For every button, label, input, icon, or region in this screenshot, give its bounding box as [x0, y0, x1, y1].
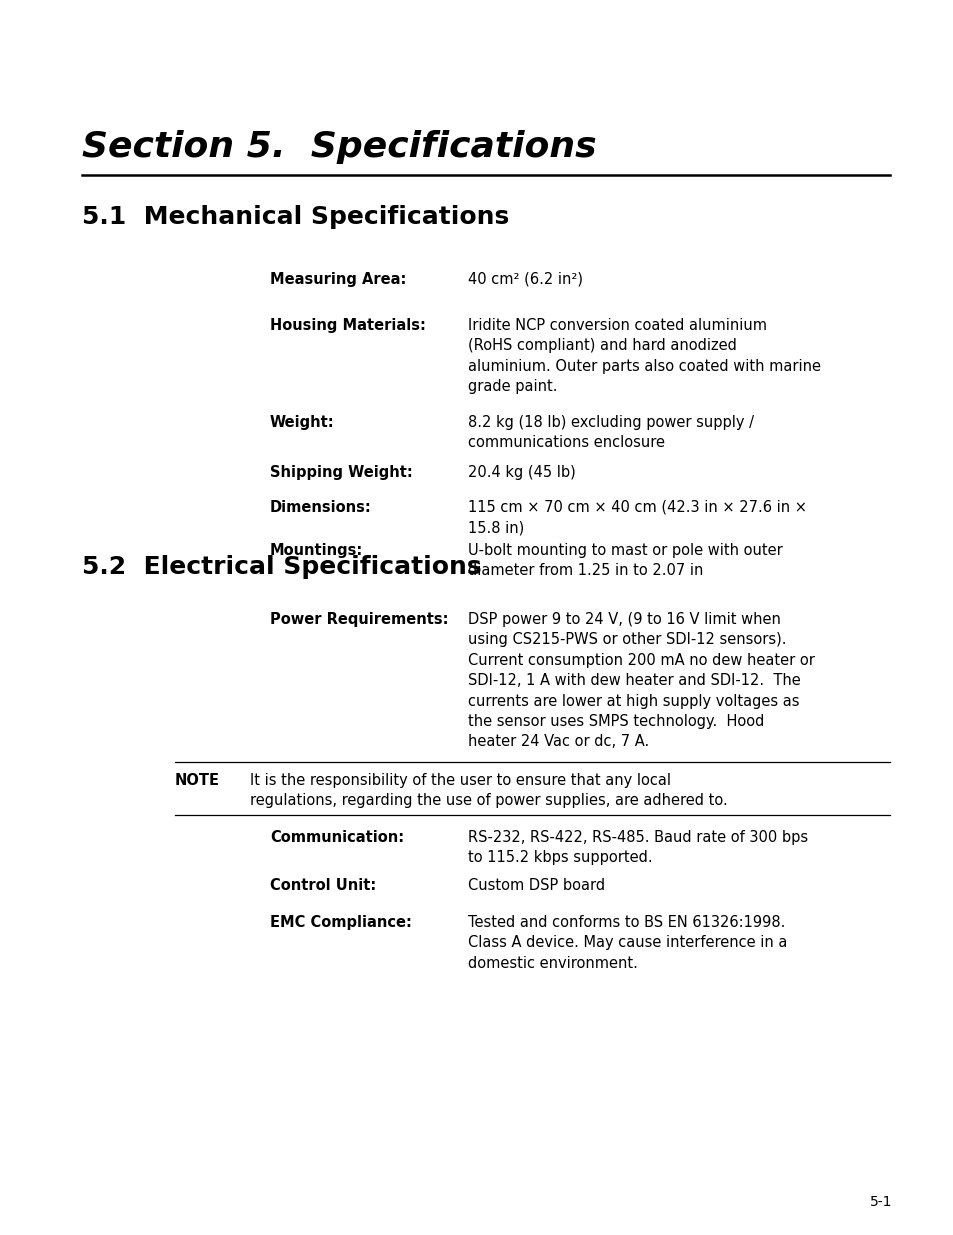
Text: Section 5.  Specifications: Section 5. Specifications [82, 130, 596, 164]
Text: 115 cm × 70 cm × 40 cm (42.3 in × 27.6 in ×
15.8 in): 115 cm × 70 cm × 40 cm (42.3 in × 27.6 i… [468, 500, 806, 536]
Text: It is the responsibility of the user to ensure that any local
regulations, regar: It is the responsibility of the user to … [250, 773, 727, 809]
Text: Communication:: Communication: [270, 830, 404, 845]
Text: NOTE: NOTE [174, 773, 220, 788]
Text: Mountings:: Mountings: [270, 543, 363, 558]
Text: 8.2 kg (18 lb) excluding power supply /
communications enclosure: 8.2 kg (18 lb) excluding power supply / … [468, 415, 753, 451]
Text: Weight:: Weight: [270, 415, 335, 430]
Text: Dimensions:: Dimensions: [270, 500, 372, 515]
Text: EMC Compliance:: EMC Compliance: [270, 915, 412, 930]
Text: Power Requirements:: Power Requirements: [270, 613, 448, 627]
Text: Tested and conforms to BS EN 61326:1998.
Class A device. May cause interference : Tested and conforms to BS EN 61326:1998.… [468, 915, 786, 971]
Text: Iridite NCP conversion coated aluminium
(RoHS compliant) and hard anodized
alumi: Iridite NCP conversion coated aluminium … [468, 317, 821, 394]
Text: 5.1  Mechanical Specifications: 5.1 Mechanical Specifications [82, 205, 509, 228]
Text: Custom DSP board: Custom DSP board [468, 878, 604, 893]
Text: Measuring Area:: Measuring Area: [270, 272, 406, 287]
Text: 5-1: 5-1 [869, 1195, 892, 1209]
Text: 5.2  Electrical Specifications: 5.2 Electrical Specifications [82, 555, 481, 579]
Text: 20.4 kg (45 lb): 20.4 kg (45 lb) [468, 466, 576, 480]
Text: Housing Materials:: Housing Materials: [270, 317, 425, 333]
Text: Shipping Weight:: Shipping Weight: [270, 466, 413, 480]
Text: U-bolt mounting to mast or pole with outer
diameter from 1.25 in to 2.07 in: U-bolt mounting to mast or pole with out… [468, 543, 781, 578]
Text: RS-232, RS-422, RS-485. Baud rate of 300 bps
to 115.2 kbps supported.: RS-232, RS-422, RS-485. Baud rate of 300… [468, 830, 807, 866]
Text: 40 cm² (6.2 in²): 40 cm² (6.2 in²) [468, 272, 582, 287]
Text: DSP power 9 to 24 V, (9 to 16 V limit when
using CS215-PWS or other SDI-12 senso: DSP power 9 to 24 V, (9 to 16 V limit wh… [468, 613, 814, 750]
Text: Control Unit:: Control Unit: [270, 878, 375, 893]
